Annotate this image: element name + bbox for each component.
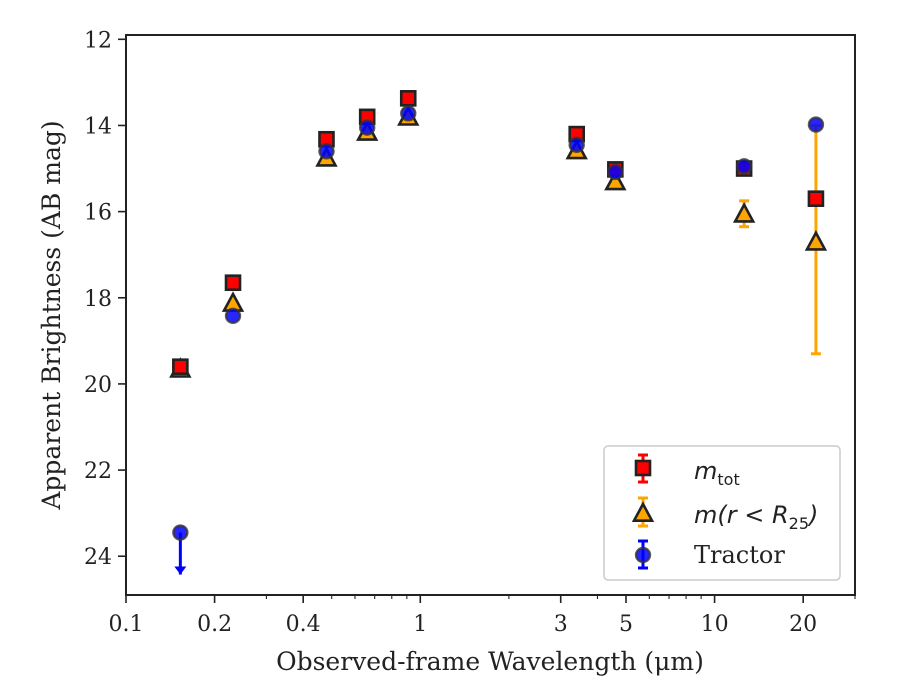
circle-marker [400,105,417,122]
legend-mr25-tail: ) [807,501,818,529]
legend-label-tractor: Tractor [694,541,785,569]
upper-limit-arrow-head [174,566,187,575]
y-tick-label: 20 [84,373,112,398]
circle-marker [607,163,624,181]
plot-frame [125,34,856,596]
y-axis-label: Apparent Brightness (AB mag) [37,120,66,510]
square-marker [172,358,189,375]
x-tick-label: 0.4 [286,612,321,637]
legend: mtot m(r < R25) Tractor [603,445,841,581]
triangle-marker [804,230,828,251]
circle-marker [172,524,189,541]
circle-marker [807,116,825,133]
legend-mtot-sub: tot [717,470,739,489]
legend-mr25-sub: 25 [789,514,809,533]
circle-marker [568,136,585,154]
legend-mtot-main: m [694,457,717,485]
legend-mtot-marker [634,459,652,477]
legend-markers [631,453,655,570]
legend-label-mr25: m(r < R25) [694,501,818,533]
legend-tractor-marker [634,546,652,564]
markers-layer [169,90,828,541]
legend-mr25-marker [631,501,655,522]
x-tick-label: 1 [413,612,427,637]
circle-marker [318,143,335,160]
square-marker [224,274,242,291]
legend-label-mtot: mtot [694,457,740,489]
x-tick-label: 0.1 [109,612,144,637]
square-marker [807,190,825,207]
x-tick-label: 10 [701,612,729,637]
ticks-layer: 0.1 0.2 0.4 1 3 5 10 20 12 14 16 18 20 22 24 [84,28,856,637]
circle-marker [735,158,753,175]
legend-box [603,445,841,581]
y-tick-label: 24 [84,545,112,570]
legend-mr25-main: m(r < R [694,501,789,529]
x-tick-label: 0.2 [197,612,232,637]
x-axis-label: Observed-frame Wavelength (μm) [276,647,704,676]
x-tick-label: 3 [554,612,568,637]
y-tick-label: 16 [84,201,112,226]
circle-marker [224,307,242,325]
y-tick-label: 12 [84,28,112,53]
x-tick-label: 5 [619,612,633,637]
triangle-marker [604,169,627,191]
triangle-marker [732,202,756,223]
y-tick-label: 22 [84,459,112,484]
square-marker [399,90,417,107]
circle-marker [358,119,376,136]
y-tick-label: 14 [84,114,112,139]
y-tick-label: 18 [84,287,112,312]
x-tick-label: 20 [789,612,817,637]
